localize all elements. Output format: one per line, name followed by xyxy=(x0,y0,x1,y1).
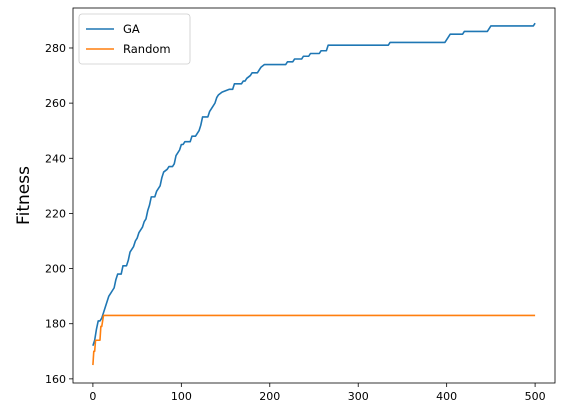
x-tick-label: 300 xyxy=(348,390,369,403)
series-line-ga xyxy=(92,22,536,347)
y-axis-label: Fitness xyxy=(14,166,34,225)
x-tick-label: 400 xyxy=(436,390,457,403)
legend-label: Random xyxy=(123,42,171,56)
legend: GA Random xyxy=(78,13,191,65)
legend-box xyxy=(78,13,191,65)
y-axis-ticks: 160 180 200 220 240 260 280 xyxy=(45,42,73,386)
y-tick-label: 180 xyxy=(45,318,66,331)
y-tick-label: 200 xyxy=(45,263,66,276)
series-line-random xyxy=(92,314,536,366)
legend-label: GA xyxy=(123,22,140,36)
x-tick-label: 200 xyxy=(259,390,280,403)
y-tick-label: 260 xyxy=(45,97,66,110)
x-axis-ticks: 0 100 200 300 400 500 xyxy=(89,383,546,403)
y-tick-label: 240 xyxy=(45,152,66,165)
x-tick-label: 0 xyxy=(89,390,96,403)
x-tick-label: 500 xyxy=(525,390,546,403)
y-tick-label: 160 xyxy=(45,373,66,386)
y-tick-label: 280 xyxy=(45,42,66,55)
y-tick-label: 220 xyxy=(45,207,66,220)
plot-frame xyxy=(72,7,556,384)
series-layer xyxy=(92,22,536,366)
x-tick-label: 100 xyxy=(171,390,192,403)
